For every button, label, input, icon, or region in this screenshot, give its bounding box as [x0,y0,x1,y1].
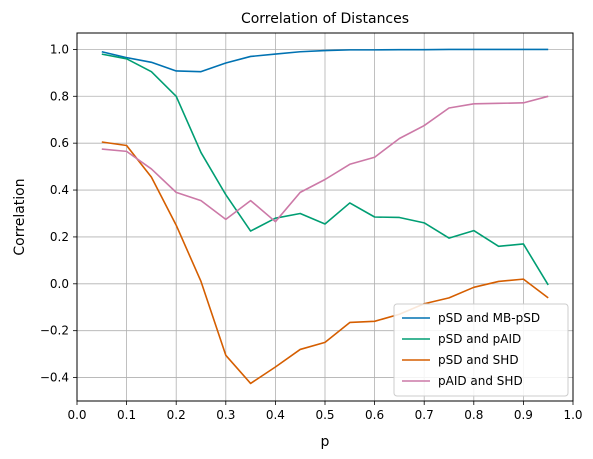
legend: pSD and MB-pSD pSD and pAID pSD and SHD pAI… [393,303,569,397]
series-line-psd-and-shd [101,141,549,385]
y-tick-label: 0.6 [50,136,69,150]
y-tick-label: 1.0 [50,42,69,56]
x-tick-label: 0.0 [67,408,86,422]
x-tick-label: 0.9 [514,408,533,422]
chart-title: Correlation of Distances [241,11,409,27]
legend-label: pSD and SHD [438,353,519,367]
legend-box [393,303,569,397]
x-tick-label: 0.4 [266,408,285,422]
y-tick-label: 0.4 [50,183,69,197]
x-axis-label: p [321,434,330,450]
series-lines [101,48,549,385]
legend-label: pAID and SHD [438,374,523,388]
x-tick-label: 0.8 [464,408,483,422]
legend-label: pSD and pAID [438,332,521,346]
x-tick-label: 0.3 [216,408,235,422]
legend-label: pSD and MB-pSD [438,311,540,325]
x-axis-ticks: 0.0 0.1 0.2 0.3 0.4 0.5 0.6 0.7 0.8 0.9 1.0 [67,401,583,422]
y-tick-label: −0.4 [40,371,69,385]
x-tick-label: 0.5 [315,408,334,422]
series-line-psd-and-mb-psd [101,48,549,73]
y-tick-label: 0.2 [50,230,69,244]
x-tick-label: 0.2 [167,408,186,422]
y-tick-label: 0.0 [50,277,69,291]
x-tick-label: 0.6 [365,408,384,422]
series-line-psd-and-paid [101,53,549,286]
y-axis-label: Correlation [12,178,28,255]
y-tick-label: −0.2 [40,324,69,338]
x-tick-label: 0.1 [117,408,136,422]
y-tick-label: 0.8 [50,89,69,103]
y-axis-ticks: −0.4 −0.2 0.0 0.2 0.4 0.6 0.8 1.0 [40,42,77,385]
x-tick-label: 0.7 [415,408,434,422]
x-tick-label: 1.0 [563,408,582,422]
series-line-paid-and-shd [101,95,549,223]
